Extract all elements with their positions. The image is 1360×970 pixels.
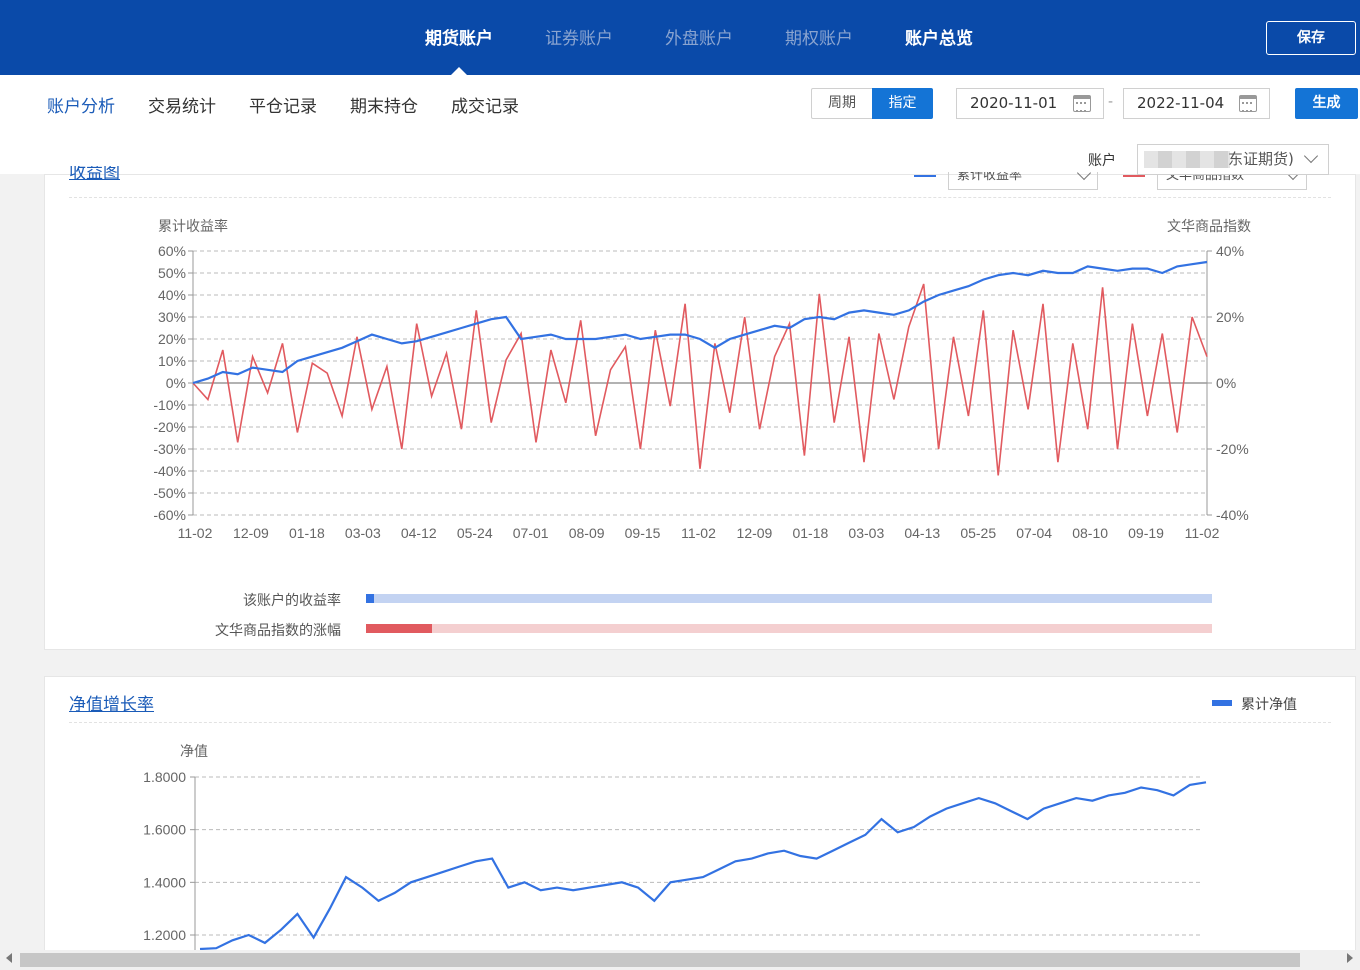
legend-swatch-red (1123, 175, 1145, 177)
account-select[interactable]: 东证期货) (1137, 144, 1329, 175)
period-option-cycle[interactable]: 周期 (811, 88, 873, 119)
subtab-end-positions[interactable]: 期末持仓 (350, 97, 418, 117)
end-date-field[interactable]: 2022-11-04 (1123, 88, 1270, 119)
returns-chart-card (44, 174, 1356, 650)
tab-overseas-account[interactable]: 外盘账户 (665, 29, 733, 49)
start-date-field[interactable]: 2020-11-01 (956, 88, 1104, 119)
subtab-account-analysis[interactable]: 账户分析 (47, 97, 115, 117)
bar-index-change-fill (366, 624, 432, 633)
divider (69, 722, 1331, 723)
legend-label-nav[interactable]: 累计净值 (1241, 697, 1297, 713)
scroll-right-icon[interactable] (1347, 953, 1353, 963)
bar-index-change (366, 624, 1212, 633)
period-option-custom[interactable]: 指定 (872, 88, 933, 119)
tab-account-overview[interactable]: 账户总览 (905, 29, 973, 49)
save-button[interactable]: 保存 (1266, 21, 1356, 55)
active-tab-caret (451, 67, 467, 75)
legend-select-index-label: 文华商品指数 (1166, 172, 1245, 183)
subtab-close-records[interactable]: 平仓记录 (249, 97, 317, 117)
bar-account-return (366, 594, 1212, 603)
tab-securities-account[interactable]: 证券账户 (545, 29, 613, 49)
account-label: 账户 (1088, 153, 1116, 169)
bar-label-index-change: 文华商品指数的涨幅 (215, 623, 341, 639)
legend-swatch-nav (1212, 700, 1232, 706)
tab-options-account[interactable]: 期权账户 (785, 29, 853, 49)
subtab-deal-records[interactable]: 成交记录 (451, 97, 519, 117)
date-separator: - (1108, 94, 1114, 110)
legend-select-index[interactable]: 文华商品指数 (1157, 172, 1307, 190)
subtab-trade-statistics[interactable]: 交易统计 (148, 97, 216, 117)
scroll-left-icon[interactable] (6, 953, 12, 963)
start-date-value: 2020-11-01 (970, 94, 1058, 112)
legend-select-cumulative[interactable]: 累计收益率 (948, 172, 1098, 190)
legend-select-cumulative-label: 累计收益率 (957, 172, 1023, 183)
account-name-redacted (1144, 151, 1230, 168)
chevron-down-icon (1303, 148, 1319, 164)
tab-futures-account[interactable]: 期货账户 (425, 29, 493, 49)
bar-label-account-return: 该账户的收益率 (243, 593, 341, 609)
divider (69, 197, 1331, 198)
calendar-icon[interactable] (1073, 95, 1091, 112)
legend-swatch-blue (914, 175, 936, 177)
bar-account-return-fill (366, 594, 375, 603)
nav-growth-title[interactable]: 净值增长率 (69, 695, 154, 715)
account-select-value: 东证期货) (1228, 150, 1294, 168)
scrollbar-thumb[interactable] (20, 953, 1300, 967)
returns-chart-title[interactable]: 收益图 (69, 166, 120, 182)
nav-growth-card (44, 676, 1356, 956)
top-nav-bar (0, 0, 1360, 75)
end-date-value: 2022-11-04 (1137, 94, 1225, 112)
calendar-icon[interactable] (1239, 95, 1257, 112)
generate-button[interactable]: 生成 (1295, 88, 1358, 119)
